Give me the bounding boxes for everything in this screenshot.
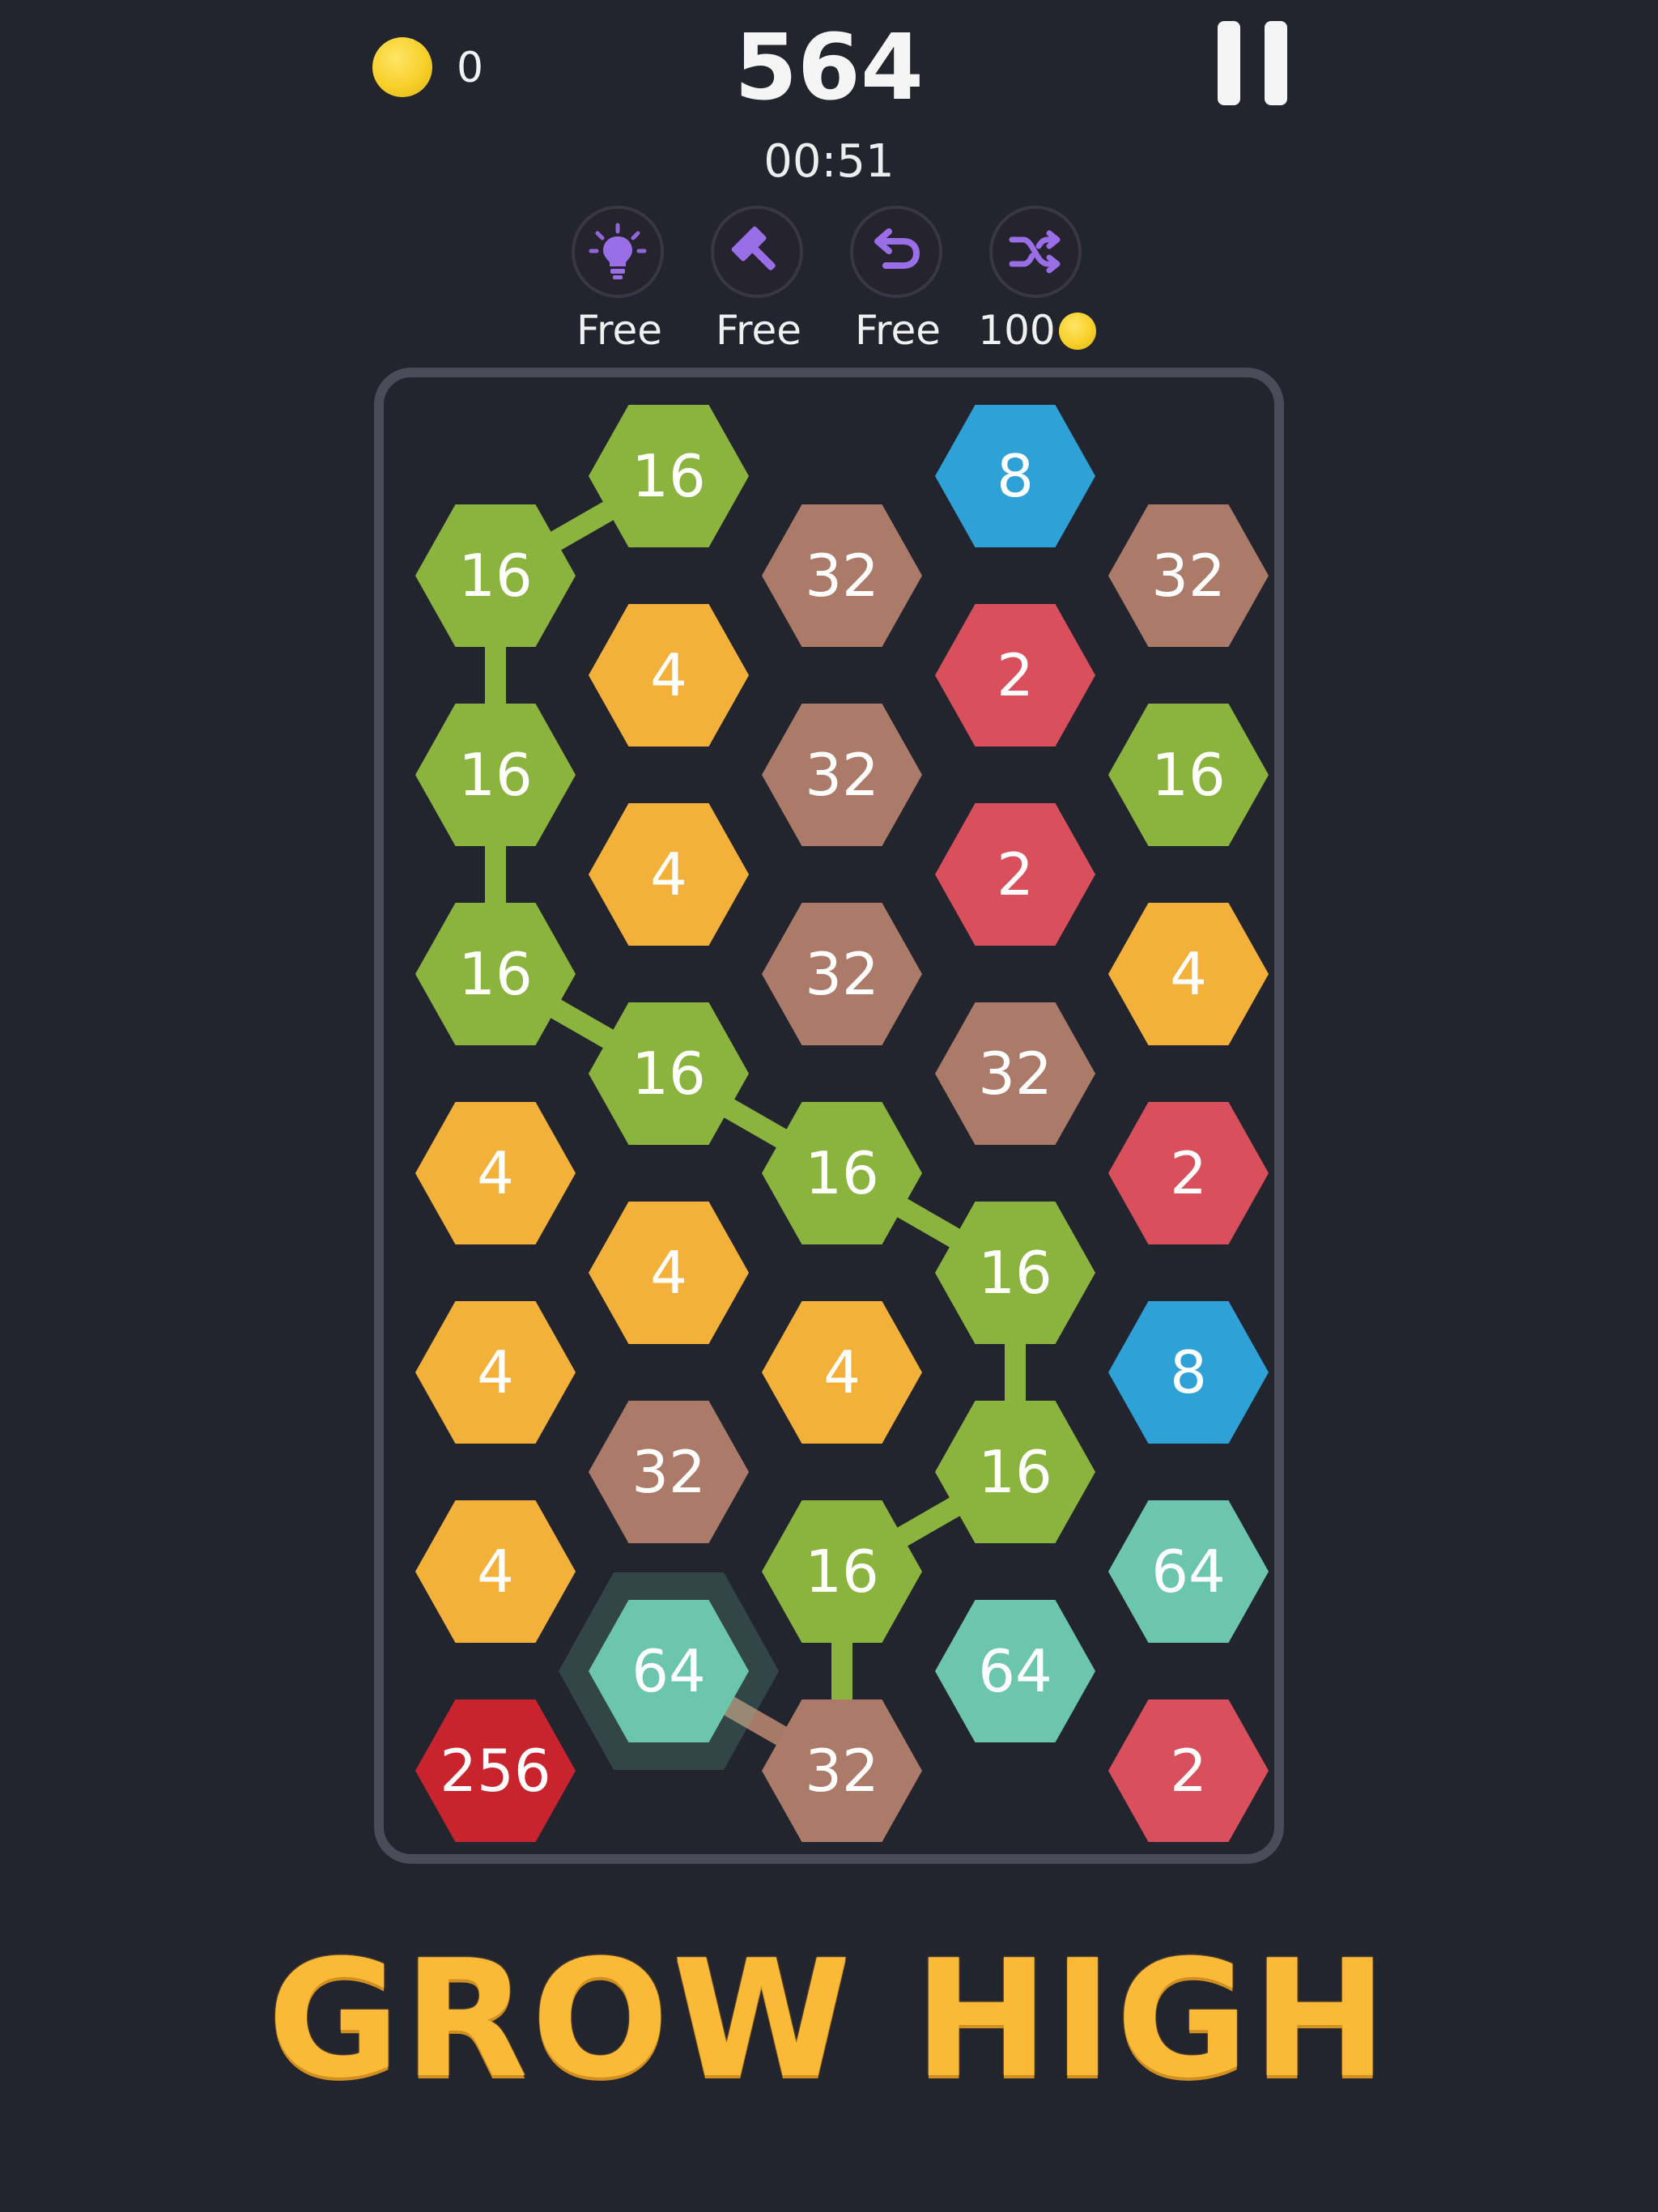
undo-icon — [850, 206, 942, 298]
hex-tile-32[interactable]: 32 — [935, 1002, 1095, 1145]
game-board[interactable]: 16 16 16 4 4 4 256 16 4 4 16 4 32 64 32 32 32 16 4 16 32 8 2 2 3… — [374, 368, 1284, 1864]
coin-icon — [372, 37, 432, 97]
hex-tile-8[interactable]: 8 — [1108, 1301, 1269, 1444]
hex-tile-4[interactable]: 4 — [415, 1500, 576, 1643]
hex-tile-4[interactable]: 4 — [415, 1102, 576, 1244]
hex-tile-16[interactable]: 16 — [935, 1401, 1095, 1543]
lightbulb-icon — [572, 206, 664, 298]
hammer-label: Free — [715, 307, 802, 354]
hex-tile-2[interactable]: 2 — [1108, 1102, 1269, 1244]
score: 564 — [734, 15, 924, 121]
timer: 00:51 — [763, 135, 895, 188]
hex-tile-16[interactable]: 16 — [415, 903, 576, 1045]
hex-tile-4[interactable]: 4 — [762, 1301, 922, 1444]
promo-title: GROW HIGH — [267, 1925, 1391, 2114]
hex-tile-16[interactable]: 16 — [935, 1202, 1095, 1344]
shuffle-price-value: 100 — [978, 307, 1056, 354]
shuffle-icon — [989, 206, 1082, 298]
hex-tile-4[interactable]: 4 — [589, 1202, 749, 1344]
shuffle-price: 100 — [968, 304, 1106, 356]
hint-label: Free — [576, 307, 663, 354]
hex-tile-16[interactable]: 16 — [762, 1102, 922, 1244]
hex-tile-32[interactable]: 32 — [762, 903, 922, 1045]
hex-tile-16[interactable]: 16 — [589, 1002, 749, 1145]
hint-button[interactable]: Free — [559, 206, 680, 359]
hex-tile-4[interactable]: 4 — [1108, 903, 1269, 1045]
coin-icon — [1058, 313, 1096, 350]
shuffle-button[interactable]: 100 — [976, 206, 1098, 359]
pause-button[interactable] — [1211, 21, 1292, 105]
coin-count: 0 — [457, 44, 484, 92]
undo-label: Free — [854, 307, 942, 354]
undo-button[interactable]: Free — [837, 206, 959, 359]
hammer-icon — [711, 206, 803, 298]
hex-tile-16[interactable]: 16 — [762, 1500, 922, 1643]
hex-tile-4[interactable]: 4 — [415, 1301, 576, 1444]
hammer-button[interactable]: Free — [698, 206, 819, 359]
hex-tile-64[interactable]: 64 — [1108, 1500, 1269, 1643]
pause-icon — [1218, 21, 1240, 105]
hex-tile-32[interactable]: 32 — [589, 1401, 749, 1543]
